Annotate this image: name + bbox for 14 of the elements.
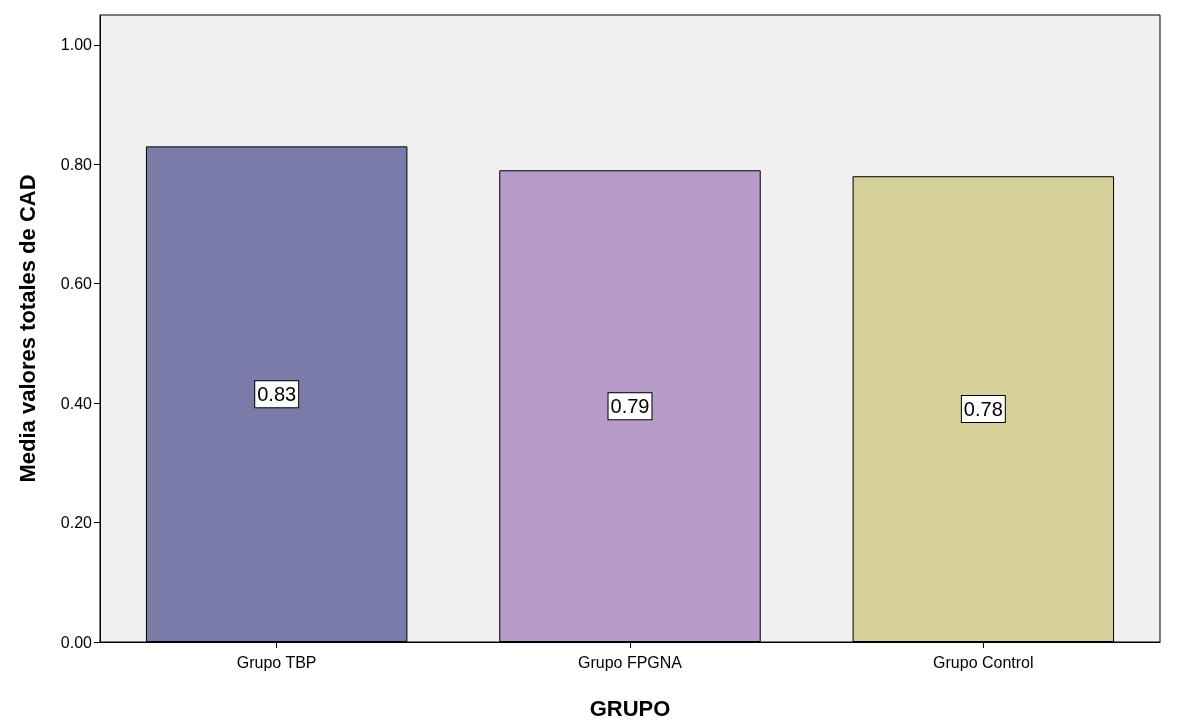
x-tick-label: Grupo Control bbox=[933, 653, 1034, 671]
y-tick-label: 0.20 bbox=[60, 514, 93, 532]
y-tick-label: 1.00 bbox=[60, 36, 93, 54]
x-tick-label: Grupo FPGNA bbox=[577, 653, 683, 671]
data-label: 0.83 bbox=[257, 383, 297, 406]
x-tick-label: Grupo TBP bbox=[236, 653, 317, 671]
x-axis-title: GRUPO bbox=[589, 695, 671, 721]
y-tick-label: 0.40 bbox=[60, 394, 93, 412]
y-axis-title: Media valores totales de CAD bbox=[14, 174, 40, 483]
y-tick-label: 0.80 bbox=[60, 155, 93, 173]
data-label: 0.78 bbox=[963, 398, 1003, 421]
y-tick-label: 0.60 bbox=[60, 275, 93, 293]
y-tick-label: 0.00 bbox=[60, 633, 93, 651]
data-label: 0.79 bbox=[610, 395, 650, 418]
